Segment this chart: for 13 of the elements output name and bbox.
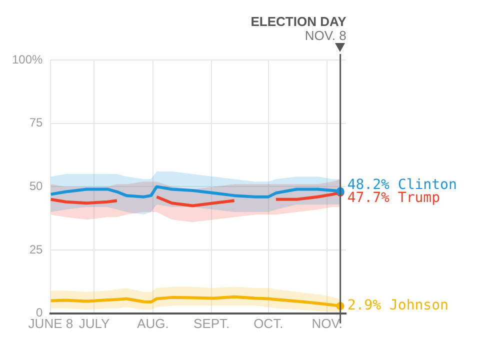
x-tick-label: AUG. [137,316,169,331]
y-tick-label: 25 [29,242,44,256]
text: 47.7% Trump [347,190,440,206]
text: 48.2% Clinton [347,176,457,193]
x-tick-label: JULY [78,316,110,331]
x-tick-label: NOV. [312,316,342,331]
x-tick-label: OCT. [254,316,284,331]
y-tick-label: 50 [29,179,44,194]
y-tick-label: 100% [12,52,44,66]
x-tick-label: SEPT. [194,316,230,331]
ref-line-label: ELECTION DAY NOV. 8 [250,14,347,43]
text: 2.9% Johnson [347,298,448,314]
y-tick-label: 75 [29,116,44,130]
